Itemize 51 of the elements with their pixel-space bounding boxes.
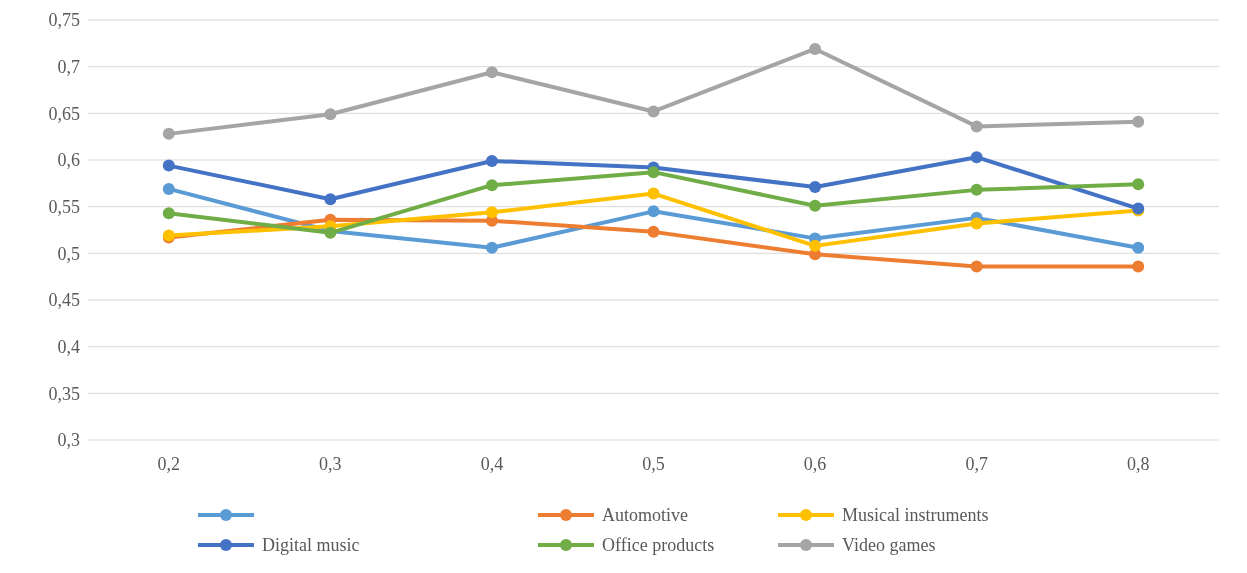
point [1132,115,1145,128]
legend-label: Office products [602,535,715,556]
point [647,205,660,218]
point [809,239,822,252]
x-tick-label: 0,8 [1126,454,1150,474]
y-tick-label: 0,3 [57,430,80,451]
point [162,182,175,195]
point [647,225,660,238]
x-tick-label: 0,3 [319,454,342,474]
x-tick-label: 0,7 [965,454,988,474]
point [324,108,337,121]
point [485,179,498,192]
point [970,183,983,196]
x-tick-label: 0,4 [480,454,504,474]
legend-label: Musical instruments [842,505,989,526]
point [485,241,498,254]
point [647,166,660,179]
point [162,207,175,220]
point [162,127,175,140]
point [970,151,983,164]
y-tick-label: 0,55 [48,196,80,217]
y-tick-label: 0,5 [57,243,80,264]
point [970,217,983,230]
x-tick-label: 0,2 [157,454,181,474]
y-tick-label: 0,4 [57,336,80,357]
x-tick-label: 0,6 [803,454,827,474]
point [485,206,498,219]
point [162,159,175,172]
legend-label: Video games [842,535,936,556]
point [485,154,498,167]
point [1132,178,1145,191]
x-tick-label: 0,5 [642,454,665,474]
y-tick-label: 0,7 [57,56,80,77]
point [970,260,983,273]
y-tick-label: 0,6 [57,150,80,171]
point [647,105,660,118]
y-tick-label: 0,75 [48,10,80,31]
point [1132,241,1145,254]
y-tick-label: 0,45 [48,290,80,311]
point [809,42,822,55]
point [970,120,983,133]
point [1132,260,1145,273]
point [809,199,822,212]
y-tick-label: 0,35 [48,383,80,404]
point [809,181,822,194]
legend-label: Digital music [262,535,360,556]
point [485,66,498,79]
point [647,187,660,200]
point [324,193,337,206]
legend-label: Automotive [602,505,688,526]
y-tick-label: 0,65 [48,103,80,124]
